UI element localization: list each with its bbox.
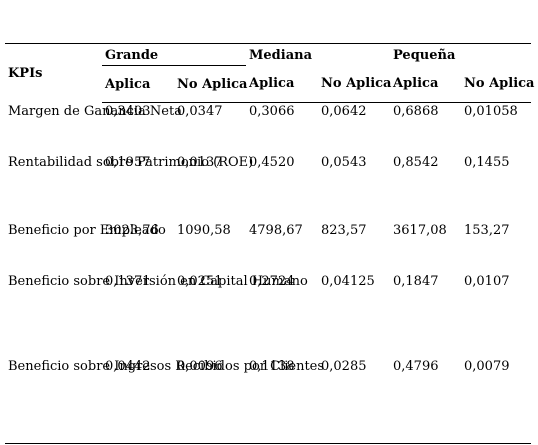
subheader-mediana-aplica: Aplica bbox=[246, 65, 318, 103]
group-header-mediana: Mediana bbox=[246, 43, 390, 66]
table-group-header-row: KPIs Grande Mediana Pequeña bbox=[5, 43, 532, 103]
kpi-label: Beneficio por Empleado bbox=[8, 222, 166, 238]
kpi-label: Margen de Ganancia Neta bbox=[8, 103, 182, 119]
subheader-grande-no-aplica: No Aplica bbox=[174, 65, 247, 103]
table-cell: 0,04125 bbox=[321, 273, 375, 289]
subheader-pequena-aplica: Aplica bbox=[390, 65, 461, 103]
table-cell: 0,0543 bbox=[321, 154, 367, 170]
table-cell: 0,1371 bbox=[105, 273, 151, 289]
table-cell: 0,3066 bbox=[249, 104, 295, 119]
table-cell: 3023,76 bbox=[105, 222, 159, 238]
group-header-pequena: Pequeña bbox=[390, 43, 532, 66]
kpi-column-header: KPIs bbox=[5, 43, 102, 103]
table-cell: 0,3403 bbox=[105, 104, 151, 119]
table-cell: 0,0251 bbox=[177, 273, 223, 289]
kpi-label: Beneficio sobre Inversión en Capital Hum… bbox=[8, 273, 308, 289]
table-cell: 0,0285 bbox=[318, 357, 390, 444]
table-cell: 0,4796 bbox=[390, 357, 461, 444]
table-cell: 0,2724 bbox=[249, 273, 295, 289]
table-cell: 0,1455 bbox=[464, 154, 510, 170]
table-row: Beneficio por Empleado 3023,76 1090,58 4… bbox=[5, 222, 531, 273]
subheader-grande-aplica: Aplica bbox=[102, 65, 174, 103]
group-header-grande: Grande bbox=[102, 43, 246, 66]
table-cell: 0,0107 bbox=[464, 273, 510, 289]
kpi-label: Beneficio sobre Ingresos Recibidos por C… bbox=[5, 357, 324, 444]
table-cell: 0,0442 bbox=[102, 357, 174, 444]
table-cell: 0,0096 bbox=[174, 357, 246, 444]
table-row: Rentabilidad sobre Patrimonio (ROE) 0,19… bbox=[5, 154, 531, 222]
table-cell: 0,4520 bbox=[249, 154, 295, 170]
table-cell: 0,1138 bbox=[246, 357, 318, 444]
table-row: Beneficio sobre Inversión en Capital Hum… bbox=[5, 273, 531, 358]
table-cell: 0,0079 bbox=[461, 357, 532, 444]
table-cell: 0,0642 bbox=[321, 104, 367, 119]
subheader-mediana-no-aplica: No Aplica bbox=[318, 65, 391, 103]
table-subheader-row: Aplica No Aplica Aplica No Aplica Aplica… bbox=[5, 65, 534, 103]
table-cell: 0,1957 bbox=[105, 154, 151, 170]
table-cell: 0,0137 bbox=[177, 154, 223, 170]
table-cell: 0,8542 bbox=[393, 154, 439, 170]
table-cell: 3617,08 bbox=[393, 222, 447, 238]
kpi-table: KPIs Grande Mediana Pequeña Aplica No Ap… bbox=[5, 43, 534, 444]
table-cell: 153,27 bbox=[464, 222, 510, 238]
subheader-pequena-no-aplica: No Aplica bbox=[461, 65, 534, 103]
table-cell: 0,1847 bbox=[393, 273, 439, 289]
table-cell: 0,6868 bbox=[393, 104, 439, 119]
table-cell: 4798,67 bbox=[249, 222, 303, 238]
table-cell: 0,0347 bbox=[177, 104, 223, 119]
table-cell: 0,01058 bbox=[464, 104, 518, 119]
table-row: Beneficio sobre Ingresos Recibidos por C… bbox=[5, 357, 532, 444]
table-row: Margen de Ganancia Neta 0,3403 0,0347 0,… bbox=[5, 103, 531, 154]
kpi-label: Rentabilidad sobre Patrimonio (ROE) bbox=[8, 154, 254, 170]
table-cell: 1090,58 bbox=[177, 222, 231, 238]
table-cell: 823,57 bbox=[321, 222, 367, 238]
